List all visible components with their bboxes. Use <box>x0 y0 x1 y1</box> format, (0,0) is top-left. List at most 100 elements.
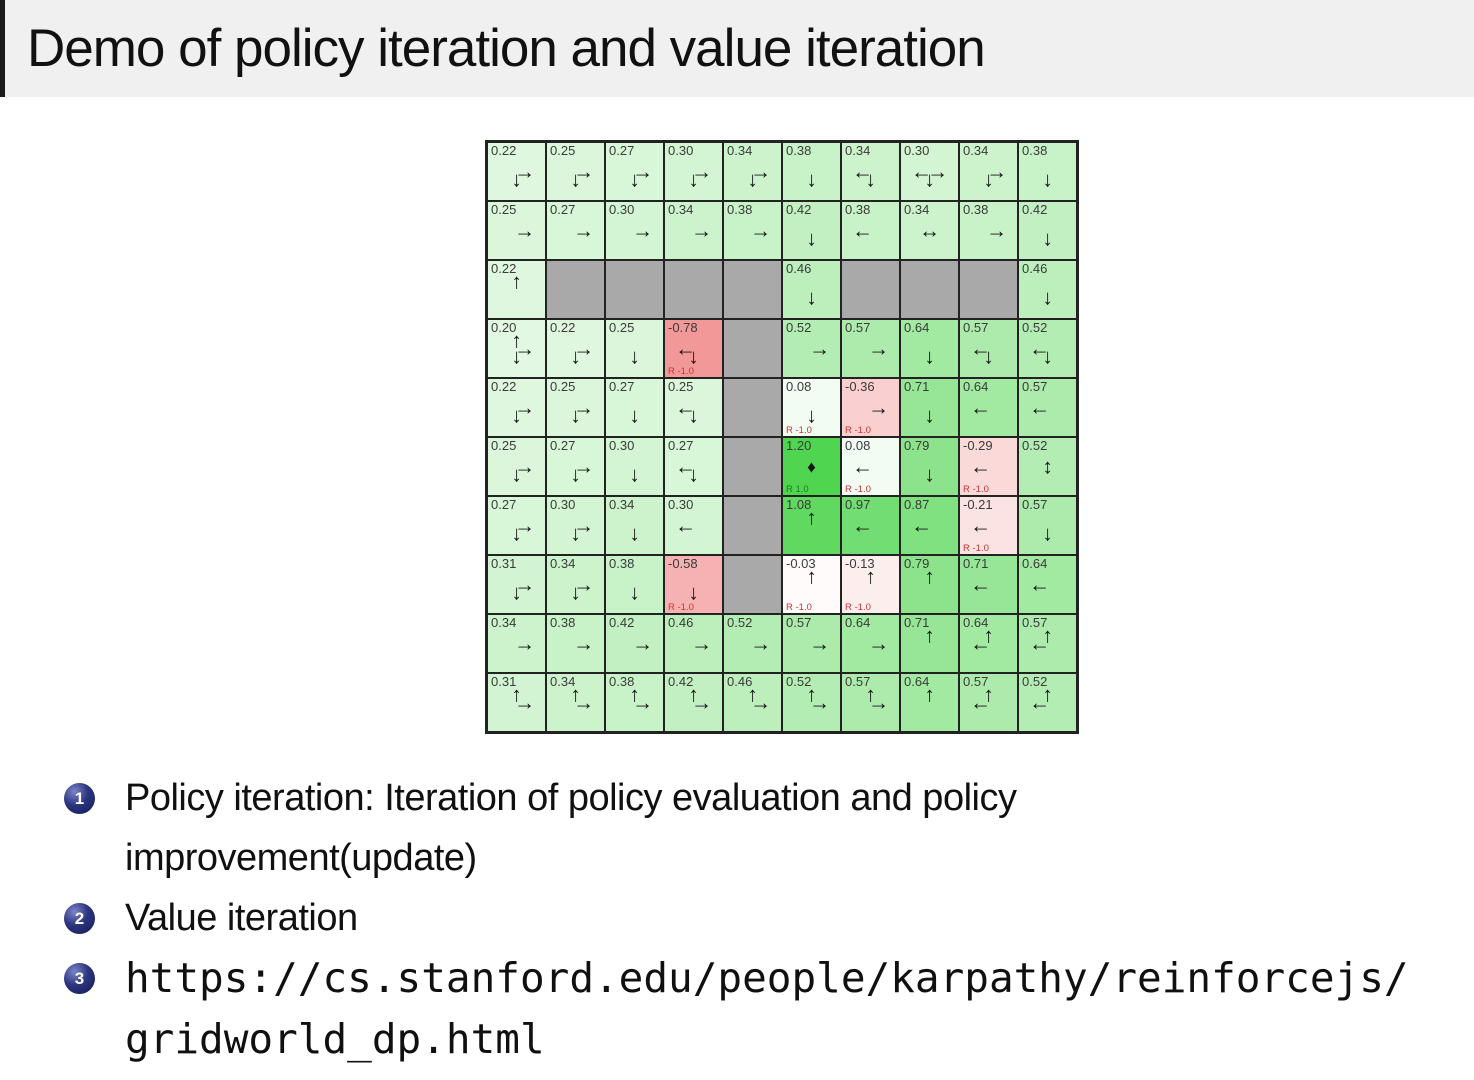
grid-wall-cell <box>723 555 782 614</box>
policy-arrow-right-icon: → <box>749 691 771 714</box>
policy-arrow-left-icon: ← <box>852 455 874 478</box>
policy-arrow-down-icon: ↓ <box>865 167 876 191</box>
grid-cell: 0.38 → <box>546 614 605 673</box>
grid-cell: 0.30 ← <box>664 496 723 555</box>
grid-cell: 0.42 → <box>605 614 664 673</box>
cell-value: 0.22 <box>491 261 517 276</box>
grid-cell: 0.34 ↓ → <box>723 142 782 201</box>
grid-cell: 0.38 ↓ <box>782 142 841 201</box>
cell-value: -0.78 <box>668 320 698 335</box>
grid-cell: 0.79 ↓ <box>900 437 959 496</box>
grid-cell: 0.46 → <box>664 614 723 673</box>
policy-arrow-down-icon: ↓ <box>511 403 522 427</box>
cell-value: 0.25 <box>491 438 517 453</box>
policy-arrow-right-icon: → <box>513 455 535 478</box>
grid-cell: 0.52 ↑ ← <box>1018 673 1077 732</box>
grid-cell: 0.64 ↑ <box>900 673 959 732</box>
cell-value: 0.08 <box>845 438 871 453</box>
grid-cell: 0.22 ↓ → <box>487 142 546 201</box>
cell-value: 0.64 <box>845 615 871 630</box>
demo-url-link[interactable]: https://cs.stanford.edu/people/karpathy/… <box>125 954 1409 1063</box>
grid-cell: 0.38 → <box>959 201 1018 260</box>
grid-cell: 0.52 ↕ <box>1018 437 1077 496</box>
grid-cell: 0.27 ↓ → <box>546 437 605 496</box>
cell-value: 0.64 <box>963 379 989 394</box>
cell-value: 0.25 <box>550 379 576 394</box>
policy-arrow-down-icon: ↓ <box>511 521 522 545</box>
grid-cell: 0.34 → <box>487 614 546 673</box>
policy-arrow-right-icon: → <box>513 219 535 242</box>
policy-arrow-left-icon: ← <box>675 455 697 478</box>
cell-reward-label: R -1.0 <box>963 483 989 495</box>
cell-value: 0.27 <box>550 438 576 453</box>
policy-arrow-right-icon: → <box>513 691 535 714</box>
policy-arrow-up-icon: ↑ <box>865 683 876 707</box>
grid-cell: 0.25 ↓ → <box>487 437 546 496</box>
policy-arrow-right-icon: → <box>690 219 712 242</box>
grid-wall-cell <box>723 496 782 555</box>
grid-cell: 0.64 ← <box>1018 555 1077 614</box>
policy-arrow-right-icon: → <box>572 573 594 596</box>
policy-arrow-up-icon: ↑ <box>747 683 758 707</box>
grid-cell: 0.22 ↓ → <box>546 319 605 378</box>
grid-cell: 0.34 ↓ ← <box>841 142 900 201</box>
cell-value: 0.27 <box>550 202 576 217</box>
cell-value: 0.08 <box>786 379 812 394</box>
bullet-item-demo-url: 3 https://cs.stanford.edu/people/karpath… <box>60 948 1420 1070</box>
policy-arrow-down-icon: ↓ <box>924 403 935 427</box>
policy-arrow-left-icon: ← <box>970 632 992 655</box>
policy-arrow-down-icon: ↓ <box>806 167 817 191</box>
cell-value: 0.71 <box>904 615 930 630</box>
policy-arrow-left-icon: ← <box>970 337 992 360</box>
policy-arrow-right-icon: → <box>572 396 594 419</box>
grid-cell: 0.64 ↑ ← <box>959 614 1018 673</box>
policy-arrow-up-icon: ↑ <box>511 683 522 707</box>
policy-arrow-up-icon: ↑ <box>688 683 699 707</box>
bullet-item-value-iteration: 2 Value iteration <box>60 888 1420 948</box>
policy-arrow-updown-icon: ↕ <box>1042 455 1053 478</box>
policy-arrow-down-icon: ↓ <box>688 462 699 486</box>
grid-cell: 0.79 ↑ <box>900 555 959 614</box>
grid-cell: 0.38 ↑ → <box>605 673 664 732</box>
policy-arrow-right-icon: → <box>572 160 594 183</box>
grid-cell: 1.08 ↑ <box>782 496 841 555</box>
policy-arrow-left-icon: ← <box>675 396 697 419</box>
cell-value: 0.57 <box>1022 379 1048 394</box>
policy-arrow-down-icon: ↓ <box>1042 344 1053 368</box>
policy-arrow-left-icon: ← <box>970 396 992 419</box>
cell-value: 0.57 <box>786 615 812 630</box>
policy-arrow-right-icon: → <box>513 337 535 360</box>
cell-value: 0.22 <box>550 320 576 335</box>
cell-value: -0.29 <box>963 438 993 453</box>
cell-value: 0.30 <box>609 438 635 453</box>
cell-value: 0.34 <box>550 556 576 571</box>
policy-arrow-down-icon: ↓ <box>570 403 581 427</box>
policy-arrow-left-icon: ← <box>1029 337 1051 360</box>
policy-arrow-left-icon: ← <box>852 219 874 242</box>
cell-value: 0.34 <box>727 143 753 158</box>
grid-cell: 0.30 ↓ → <box>546 496 605 555</box>
cell-value: 0.42 <box>1022 202 1048 217</box>
cell-value: 0.52 <box>786 320 812 335</box>
grid-cell: -0.03 ↑ R -1.0 <box>782 555 841 614</box>
policy-arrow-up-icon: ↑ <box>629 683 640 707</box>
policy-arrow-down-icon: ↓ <box>688 167 699 191</box>
grid-cell: 0.25 ↓ <box>605 319 664 378</box>
grid-cell: 0.52 → <box>723 614 782 673</box>
policy-arrow-right-icon: → <box>513 514 535 537</box>
policy-arrow-down-icon: ↓ <box>629 403 640 427</box>
grid-cell: 0.34 ↓ <box>605 496 664 555</box>
policy-arrow-down-icon: ↓ <box>806 285 817 309</box>
policy-arrow-down-icon: ↓ <box>688 580 699 604</box>
grid-cell: 0.25 ↓ → <box>546 378 605 437</box>
policy-arrow-down-icon: ↓ <box>806 403 817 427</box>
cell-reward-label: R -1.0 <box>845 601 871 613</box>
cell-value: 0.34 <box>668 202 694 217</box>
grid-cell: 0.52 → <box>782 319 841 378</box>
policy-arrow-down-icon: ↓ <box>688 344 699 368</box>
policy-arrow-up-icon: ↑ <box>511 329 522 353</box>
grid-cell: 0.57 ↓ <box>1018 496 1077 555</box>
policy-arrow-down-icon: ↓ <box>924 462 935 486</box>
policy-arrow-right-icon: → <box>926 160 948 183</box>
policy-arrow-down-icon: ↓ <box>570 521 581 545</box>
